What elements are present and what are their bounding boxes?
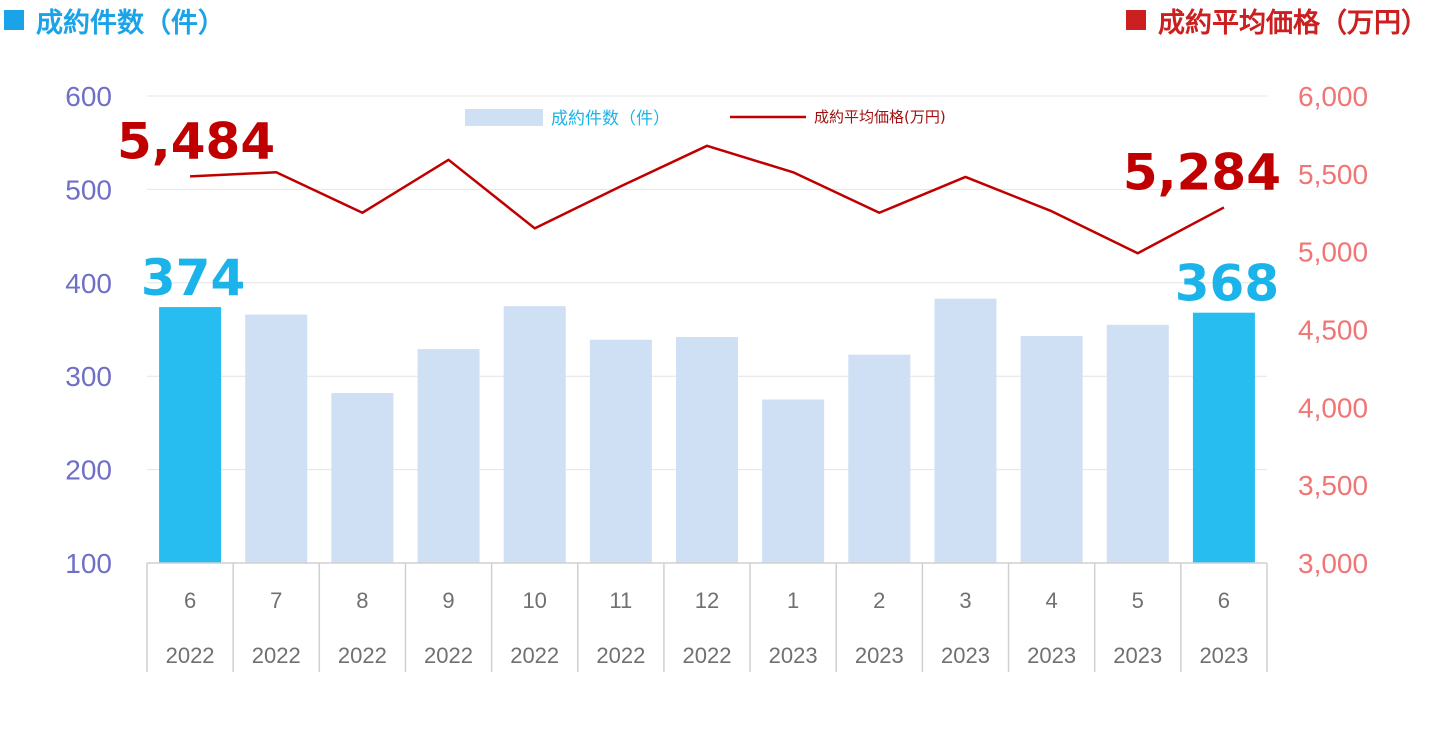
bar bbox=[1020, 336, 1083, 563]
right-tick-label: 5,500 bbox=[1298, 159, 1368, 190]
category-month-label: 5 bbox=[1132, 588, 1144, 613]
bar bbox=[848, 354, 911, 563]
bar bbox=[589, 339, 652, 563]
bar bbox=[331, 393, 394, 563]
right-tick-label: 4,000 bbox=[1298, 392, 1368, 423]
category-month-label: 3 bbox=[959, 588, 971, 613]
category-year-label: 2022 bbox=[683, 643, 732, 668]
legend-line-label: 成約平均価格(万円) bbox=[814, 108, 946, 126]
category-year-label: 2022 bbox=[510, 643, 559, 668]
category-month-label: 7 bbox=[270, 588, 282, 613]
blue-square-icon bbox=[4, 10, 24, 30]
category-month-label: 6 bbox=[184, 588, 196, 613]
category-year-label: 2023 bbox=[855, 643, 904, 668]
category-month-label: 6 bbox=[1218, 588, 1230, 613]
bar bbox=[245, 314, 308, 563]
bar-data-label: 374 bbox=[141, 249, 245, 307]
bar bbox=[159, 307, 222, 563]
right-tick-label: 5,000 bbox=[1298, 237, 1368, 268]
category-year-label: 2022 bbox=[424, 643, 473, 668]
category-year-label: 2023 bbox=[941, 643, 990, 668]
legend-bar-swatch bbox=[465, 109, 543, 126]
right-axis-title: 成約平均価格（万円） bbox=[1126, 0, 1428, 40]
category-year-label: 2022 bbox=[338, 643, 387, 668]
category-year-label: 2022 bbox=[252, 643, 301, 668]
category-year-label: 2023 bbox=[769, 643, 818, 668]
left-tick-label: 600 bbox=[65, 81, 112, 112]
right-tick-label: 6,000 bbox=[1298, 81, 1368, 112]
left-axis-title: 成約件数（件） bbox=[4, 0, 225, 40]
right-tick-label: 4,500 bbox=[1298, 315, 1368, 346]
left-tick-label: 400 bbox=[65, 268, 112, 299]
left-tick-label: 300 bbox=[65, 361, 112, 392]
bar bbox=[417, 349, 480, 563]
line-data-label: 5,484 bbox=[117, 112, 275, 170]
category-month-label: 1 bbox=[787, 588, 799, 613]
category-year-label: 2023 bbox=[1027, 643, 1076, 668]
bar bbox=[762, 399, 825, 563]
right-axis-title-text: 成約平均価格（万円） bbox=[1158, 7, 1428, 39]
legend-bar-label: 成約件数（件） bbox=[551, 109, 670, 129]
category-month-label: 2 bbox=[873, 588, 885, 613]
category-month-label: 10 bbox=[522, 588, 546, 613]
right-tick-label: 3,500 bbox=[1298, 470, 1368, 501]
bar bbox=[1106, 324, 1169, 563]
category-month-label: 9 bbox=[442, 588, 454, 613]
price-line bbox=[190, 144, 1225, 255]
bar bbox=[1192, 312, 1255, 563]
category-year-label: 2022 bbox=[596, 643, 645, 668]
bar bbox=[676, 336, 738, 563]
line-data-label: 5,284 bbox=[1123, 143, 1281, 201]
category-year-label: 2022 bbox=[166, 643, 215, 668]
category-year-label: 2023 bbox=[1199, 643, 1248, 668]
category-month-label: 12 bbox=[695, 588, 719, 613]
bar-data-label: 368 bbox=[1175, 255, 1279, 313]
category-month-label: 8 bbox=[356, 588, 368, 613]
category-year-label: 2023 bbox=[1113, 643, 1162, 668]
red-square-icon bbox=[1126, 10, 1146, 30]
category-month-label: 4 bbox=[1045, 588, 1057, 613]
right-tick-label: 3,000 bbox=[1298, 548, 1368, 579]
left-tick-label: 100 bbox=[65, 548, 112, 579]
bar bbox=[503, 306, 566, 563]
left-axis-title-text: 成約件数（件） bbox=[36, 7, 225, 39]
left-tick-label: 500 bbox=[65, 174, 112, 205]
bar bbox=[934, 298, 997, 563]
left-tick-label: 200 bbox=[65, 455, 112, 486]
category-month-label: 11 bbox=[609, 588, 632, 613]
